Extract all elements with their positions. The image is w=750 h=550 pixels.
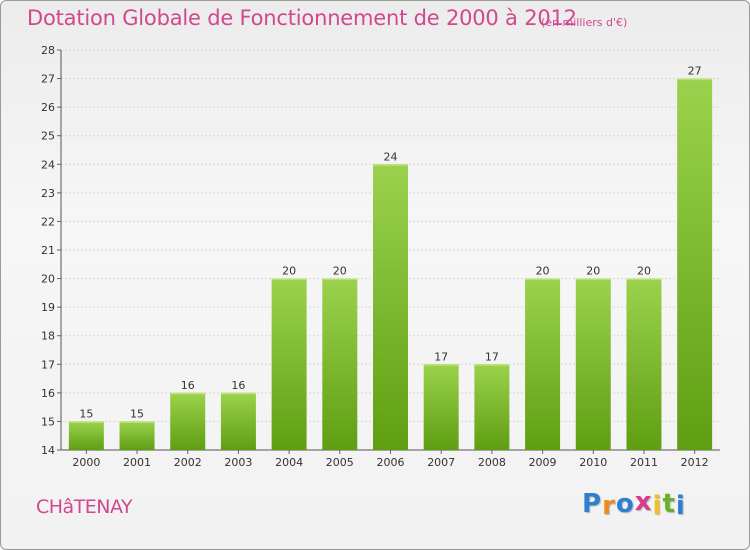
bar-highlight	[373, 164, 408, 166]
logo-letter: P	[582, 489, 603, 519]
bar	[170, 392, 206, 450]
bar-value-label: 20	[536, 265, 550, 278]
y-tick-label: 21	[41, 244, 55, 257]
y-tick-label: 22	[41, 215, 55, 228]
bars	[68, 78, 713, 451]
bar-highlight	[677, 78, 713, 81]
bar	[626, 278, 662, 450]
bar-value-label: 16	[181, 379, 195, 392]
bar	[423, 364, 459, 450]
x-tick-label: 2002	[174, 456, 202, 469]
bar-highlight	[220, 392, 256, 395]
bar-highlight	[626, 278, 662, 281]
chart-title: Dotation Globale de Fonctionnement de 20…	[27, 6, 577, 30]
bar-highlight	[119, 421, 155, 423]
bar-highlight	[170, 392, 206, 395]
x-tick-label: 2009	[529, 456, 557, 469]
bar-value-label: 17	[434, 350, 448, 363]
y-tick-label: 18	[41, 330, 55, 343]
y-tick-label: 25	[41, 130, 55, 143]
x-tick-label: 2007	[427, 456, 455, 469]
y-tick-label: 28	[41, 44, 55, 57]
bar-value-label: 20	[282, 265, 296, 278]
y-tick-label: 26	[41, 101, 55, 114]
y-tick-label: 19	[41, 301, 55, 314]
logo-letter: r	[602, 491, 616, 521]
bar-value-label: 15	[130, 407, 144, 420]
y-tick-label: 15	[41, 415, 55, 428]
y-tick-label: 16	[41, 387, 55, 400]
x-tick-label: 2005	[326, 456, 354, 469]
bar	[677, 78, 713, 451]
bar-value-label: 17	[485, 350, 499, 363]
x-tick-label: 2006	[377, 456, 405, 469]
x-tick-label: 2012	[681, 456, 709, 469]
bar	[68, 421, 104, 450]
bar	[119, 421, 155, 450]
x-tick-label: 2010	[579, 456, 607, 469]
x-tick-label: 2004	[275, 456, 303, 469]
bar-highlight	[322, 278, 358, 281]
y-tick-label: 24	[41, 158, 55, 171]
bar	[322, 278, 358, 450]
y-tick-label: 27	[41, 73, 55, 86]
y-tick-label: 23	[41, 187, 55, 200]
bar	[373, 164, 408, 451]
commune-name: CHâTENAY	[36, 496, 133, 518]
y-tick-label: 14	[41, 444, 55, 457]
bar-value-label: 27	[688, 65, 702, 78]
bar-highlight	[423, 364, 459, 366]
y-tick-label: 20	[41, 273, 55, 286]
bar-highlight	[474, 364, 510, 366]
bar-highlight	[575, 278, 611, 281]
x-tick-label: 2003	[224, 456, 252, 469]
bar	[575, 278, 611, 450]
logo-letter: o	[615, 489, 635, 519]
bar	[220, 392, 256, 450]
logo-letter: i	[675, 491, 686, 521]
logo-letter: t	[662, 489, 676, 519]
x-tick-label: 2011	[630, 456, 658, 469]
chart-subtitle: (en milliers d'€)	[541, 16, 628, 29]
proxiti-logo: Proxiti	[582, 487, 686, 521]
bar-value-label: 20	[637, 265, 651, 278]
labels: 14 15 16 17 18 19 20 21 22 23 24 25 26 27 28 15 2000 15 20…	[41, 44, 709, 469]
bar-highlight	[68, 421, 104, 423]
logo-letter: i	[652, 491, 663, 521]
bar-value-label: 20	[586, 265, 600, 278]
bar-highlight	[271, 278, 307, 281]
bar	[271, 278, 307, 450]
x-tick-label: 2001	[123, 456, 151, 469]
logo-letter: x	[634, 487, 653, 517]
bar-highlight	[525, 278, 561, 281]
bar-value-label: 16	[231, 379, 245, 392]
bar	[525, 278, 561, 450]
bar-value-label: 20	[333, 265, 347, 278]
y-tick-label: 17	[41, 358, 55, 371]
x-tick-label: 2000	[72, 456, 100, 469]
bar-value-label: 24	[384, 150, 398, 163]
bar	[474, 364, 510, 450]
bar-value-label: 15	[79, 407, 93, 420]
x-tick-label: 2008	[478, 456, 506, 469]
